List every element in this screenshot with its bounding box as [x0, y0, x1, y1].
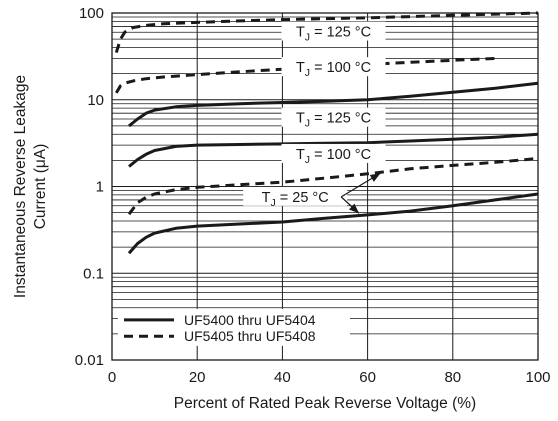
series-line-3 — [128, 132, 539, 168]
curve-label-bg — [281, 57, 386, 77]
curve-label-suffix: = 125 °C — [310, 25, 371, 41]
series-line-5 — [127, 192, 539, 255]
series-line-0 — [114, 11, 539, 54]
y-tick-label: 0.1 — [83, 265, 104, 282]
curve-label-suffix: = 125 °C — [310, 111, 371, 127]
curve-label-prefix: T — [296, 147, 305, 163]
curve-label-prefix: T — [296, 111, 305, 127]
curve-label-bg — [281, 21, 386, 41]
curve-label-prefix: T — [296, 60, 305, 76]
series-line-1 — [115, 56, 496, 94]
curve-label-sub: J — [305, 154, 310, 166]
y-tick-label: 1 — [96, 179, 104, 196]
curve-label-bg — [243, 186, 348, 206]
curve-label: TJ = 100 °C — [296, 60, 371, 79]
curve-label-suffix: = 25 °C — [276, 190, 329, 206]
y-tick-label: 100 — [79, 5, 104, 22]
x-tick-label: 60 — [359, 369, 376, 386]
curve-label: TJ = 125 °C — [296, 111, 371, 130]
curve-label-prefix: T — [296, 25, 305, 41]
series-line-2 — [128, 81, 539, 128]
curve-label-suffix: = 100 °C — [310, 147, 371, 163]
curve-label-sub: J — [305, 67, 310, 79]
series-line-4 — [127, 157, 539, 216]
curve-label-bg — [281, 107, 386, 127]
x-axis-title: Percent of Rated Peak Reverse Voltage (%… — [174, 395, 476, 412]
curve-label-bg — [281, 143, 386, 163]
curve-label-suffix: = 100 °C — [310, 60, 371, 76]
curve-label-sub: J — [305, 118, 310, 130]
curve-label-sub: J — [271, 197, 276, 209]
x-tick-label: 40 — [274, 369, 291, 386]
curve-label: TJ = 100 °C — [296, 147, 371, 166]
legend-label: UF5405 thru UF5408 — [184, 328, 316, 344]
curve-label-arrowhead — [369, 173, 381, 182]
curve-label-layer: TJ = 125 °CTJ = 100 °CTJ = 125 °CTJ = 10… — [243, 21, 386, 214]
x-tick-label: 20 — [189, 369, 206, 386]
y-axis-title-line2: Current (μA) — [32, 144, 49, 230]
series-layer — [114, 11, 539, 255]
curve-label: TJ = 125 °C — [296, 25, 371, 44]
curve-label-prefix: T — [262, 190, 271, 206]
x-tick-label: 80 — [444, 369, 461, 386]
curve-label-sub: J — [305, 32, 310, 44]
legend-label: UF5400 thru UF5404 — [184, 312, 316, 328]
axis-layer: Percent of Rated Peak Reverse Voltage (%… — [12, 75, 476, 412]
y-tick-label: 0.01 — [75, 352, 104, 369]
curve-label-arrowhead — [349, 203, 360, 214]
y-axis-title-line1: Instantaneous Reverse Leakage — [12, 75, 29, 298]
legend-box — [118, 308, 350, 346]
curve-label: TJ = 25 °C — [262, 190, 329, 209]
x-tick-label: 0 — [108, 369, 116, 386]
x-tick-label: 100 — [525, 369, 550, 386]
y-tick-label: 10 — [87, 92, 104, 109]
plot-frame — [111, 12, 539, 361]
